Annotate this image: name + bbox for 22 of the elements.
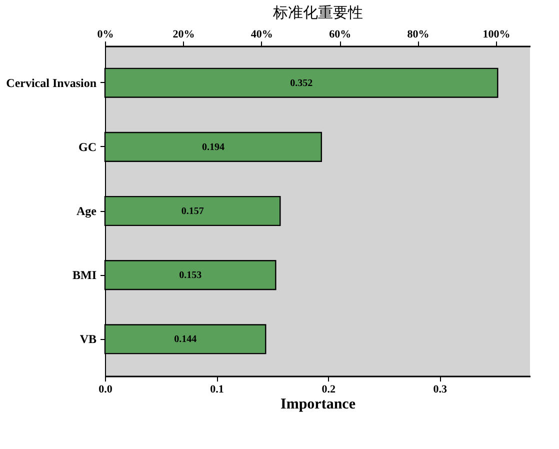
data-label: 0.352 bbox=[290, 78, 313, 89]
x-tick-label: 0.3 bbox=[433, 384, 448, 396]
x-axis-title: Importance bbox=[280, 396, 356, 412]
y-tick-label: VB bbox=[80, 332, 96, 346]
x-tick-label: 0.2 bbox=[322, 384, 336, 396]
x-tick-label: 0.1 bbox=[210, 384, 224, 396]
x2-tick-label: 60% bbox=[329, 28, 352, 40]
data-label: 0.194 bbox=[202, 142, 224, 153]
x2-axis-title: 标准化重要性 bbox=[272, 4, 363, 22]
x2-tick-label: 0% bbox=[97, 28, 114, 40]
x2-tick-label: 100% bbox=[482, 28, 510, 40]
data-label: 0.157 bbox=[181, 206, 204, 217]
x-tick-label: 0.0 bbox=[98, 384, 113, 396]
y-tick-label: BMI bbox=[72, 268, 97, 282]
x2-tick-label: 40% bbox=[250, 28, 273, 40]
x2-tick-label: 20% bbox=[172, 28, 195, 40]
data-label: 0.144 bbox=[174, 334, 197, 346]
x2-tick-label: 80% bbox=[407, 28, 430, 40]
y-tick-label: Cervical Invasion bbox=[6, 76, 97, 90]
data-label: 0.153 bbox=[179, 270, 202, 282]
y-tick-label: Age bbox=[76, 204, 98, 218]
y-tick-label: GC bbox=[78, 140, 96, 154]
